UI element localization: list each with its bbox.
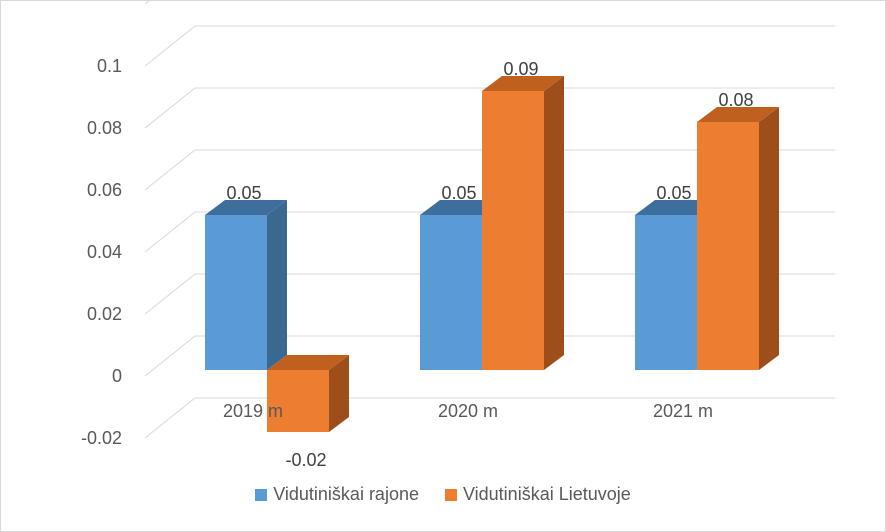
bar (420, 215, 482, 370)
y-tick-label: -0.02 (81, 428, 122, 448)
legend-item-series-1: Vidutiniškai rajone (255, 484, 419, 505)
gridline (144, 0, 151, 5)
gridlines (144, 0, 835, 439)
x-category-label: 2019 m (223, 401, 283, 421)
data-label: 0.08 (718, 90, 753, 110)
gridline (144, 211, 835, 253)
y-tick-label: 0.08 (87, 118, 122, 138)
bar-top (420, 200, 502, 215)
data-label: 0.09 (503, 59, 538, 79)
legend-item-series-2: Vidutiniškai Lietuvoje (444, 484, 631, 505)
x-category-label: 2021 m (653, 401, 713, 421)
data-label: 0.05 (656, 183, 691, 203)
bar-side (759, 107, 779, 370)
data-label: 0.05 (226, 183, 261, 203)
x-axis-category-labels: 2019 m 2020 m 2021 m (223, 401, 713, 421)
bar (205, 215, 267, 370)
legend-swatch-series-2 (444, 488, 457, 501)
bars (205, 76, 779, 432)
bar (697, 122, 759, 370)
bar-top (267, 355, 349, 370)
bar-top (697, 107, 779, 122)
bar-top (205, 200, 287, 215)
gridline (144, 335, 835, 377)
gridline (144, 149, 835, 191)
bar-side (329, 355, 349, 432)
legend-label-series-1: Vidutiniškai rajone (273, 484, 419, 504)
data-label: -0.02 (285, 450, 326, 470)
gridline (144, 25, 835, 67)
y-tick-label: 0 (112, 366, 122, 386)
bar (482, 91, 544, 370)
y-tick-label: 0.06 (87, 180, 122, 200)
bar-side (267, 200, 287, 370)
bar-top (482, 76, 564, 91)
legend-swatch-series-1 (255, 488, 268, 501)
y-tick-label: 0.1 (97, 56, 122, 76)
legend: Vidutiniškai rajone Vidutiniškai Lietuvo… (0, 484, 886, 505)
data-label: 0.05 (441, 183, 476, 203)
gridline (144, 273, 835, 315)
bar (635, 215, 697, 370)
y-tick-label: 0.04 (87, 242, 122, 262)
bar-top (635, 200, 717, 215)
bar-side (544, 76, 564, 370)
gridline (144, 87, 835, 129)
y-tick-label: 0.02 (87, 304, 122, 324)
gridline (144, 397, 835, 439)
data-labels: 0.05 -0.02 0.05 0.09 0.05 0.08 (226, 59, 753, 470)
y-axis-tick-labels: -0.02 0 0.02 0.04 0.06 0.08 0.1 (81, 56, 122, 448)
bar (267, 370, 329, 432)
legend-label-series-2: Vidutiniškai Lietuvoje (462, 484, 631, 504)
x-category-label: 2020 m (438, 401, 498, 421)
